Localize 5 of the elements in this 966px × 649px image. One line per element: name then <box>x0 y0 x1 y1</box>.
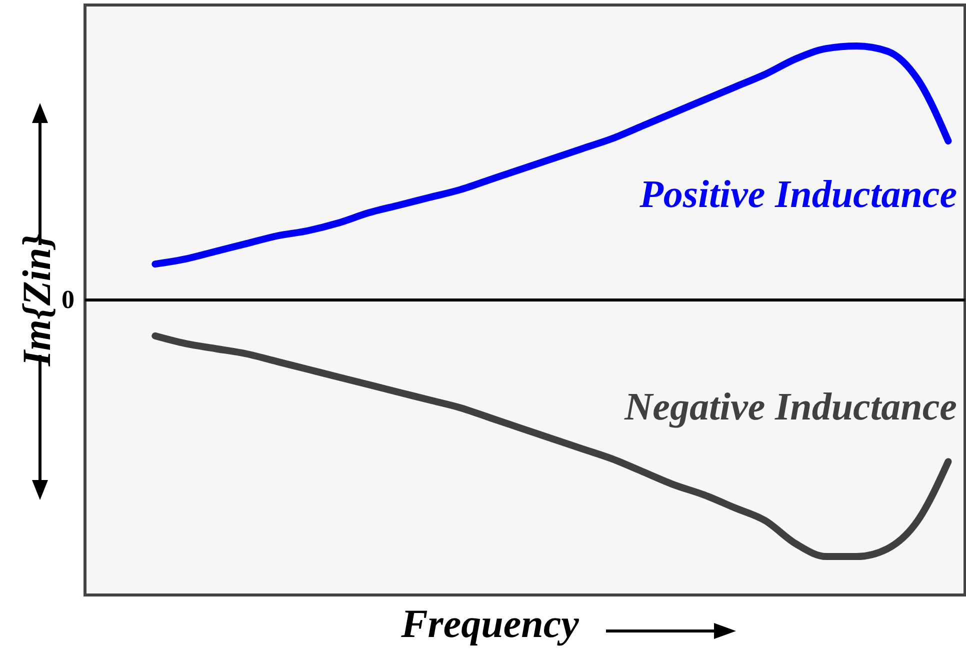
series-label: Positive Inductance <box>638 172 957 216</box>
x-axis-title: Frequency <box>400 601 580 646</box>
ref-line-label: 0 <box>62 285 74 314</box>
y-axis-title: Im{Zin} <box>14 234 59 368</box>
series-label: Negative Inductance <box>623 386 957 429</box>
